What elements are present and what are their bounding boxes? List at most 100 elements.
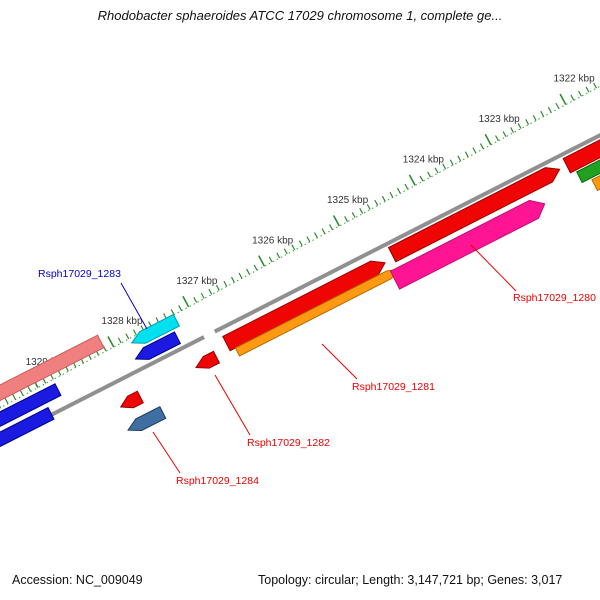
ruler-minor-tick xyxy=(396,187,401,194)
ruler-minor-tick xyxy=(449,159,454,166)
gene-magenta-long[interactable] xyxy=(389,195,549,290)
ruler-minor-tick xyxy=(359,208,364,214)
ruler-minor-tick xyxy=(200,292,205,299)
status-summary: Topology: circular; Length: 3,147,721 bp… xyxy=(258,573,563,587)
ruler-minor-tick xyxy=(555,102,560,109)
ruler-minor-tick xyxy=(427,171,432,178)
ruler-minor-tick xyxy=(27,385,32,392)
gene-red-long-2[interactable] xyxy=(387,162,564,263)
ruler-minor-tick xyxy=(283,248,288,255)
ruler-major-tick xyxy=(484,133,492,146)
ruler-minor-tick xyxy=(578,90,582,97)
page-title: Rhodobacter sphaeroides ATCC 17029 chrom… xyxy=(97,8,503,23)
ruler-minor-tick xyxy=(525,119,530,125)
ruler-minor-tick xyxy=(366,203,371,210)
ruler-minor-tick xyxy=(593,82,597,89)
ruler-minor-tick xyxy=(230,276,235,283)
gene-blue-b[interactable] xyxy=(0,406,55,453)
ruler-minor-tick xyxy=(321,228,326,235)
ruler-minor-tick xyxy=(389,191,394,198)
gene-label-leader xyxy=(152,431,181,474)
ruler-major-tick xyxy=(107,336,115,348)
gene-label-leader xyxy=(321,343,358,380)
ruler-minor-tick xyxy=(268,256,273,263)
ruler-minor-tick xyxy=(306,236,311,243)
ruler-minor-tick xyxy=(434,167,439,174)
gene-label-leader xyxy=(214,374,251,436)
ruler-major-tick xyxy=(332,215,341,227)
ruler-minor-tick xyxy=(253,264,258,271)
gene-steelblue[interactable] xyxy=(125,406,167,436)
gene-label-leader xyxy=(120,282,148,330)
ruler-minor-tick xyxy=(132,329,137,336)
ruler-minor-tick xyxy=(246,268,250,275)
ruler-minor-tick xyxy=(502,131,507,138)
ruler-minor-tick xyxy=(585,86,590,93)
gene-label[interactable]: Rsph17029_1284 xyxy=(176,475,259,487)
ruler-minor-tick xyxy=(208,288,213,295)
gene-cyan[interactable] xyxy=(129,313,181,348)
gene-label-leader xyxy=(470,244,517,292)
ruler-kbp-label: 1324 kbp xyxy=(403,155,445,166)
gene-red-small-a[interactable] xyxy=(118,390,144,413)
ruler-minor-tick xyxy=(19,390,24,396)
ruler-minor-tick xyxy=(298,240,303,247)
ruler-minor-tick xyxy=(495,135,499,142)
ruler-minor-tick xyxy=(178,305,183,311)
ruler-minor-tick xyxy=(517,123,522,129)
ruler-minor-tick xyxy=(419,175,424,182)
ruler-major-tick xyxy=(559,93,567,106)
ruler-minor-tick xyxy=(291,244,296,251)
ruler-kbp-label: 1328 kbp xyxy=(101,316,143,327)
gene-salmon[interactable] xyxy=(0,334,105,418)
ruler-minor-tick xyxy=(570,94,575,101)
ruler-kbp-label: 1326 kbp xyxy=(252,235,294,246)
gene-label[interactable]: Rsph17029_1281 xyxy=(352,381,435,393)
ruler-minor-tick xyxy=(170,309,175,315)
gene-red-long-1[interactable] xyxy=(222,256,389,352)
ruler-minor-tick xyxy=(374,199,379,206)
ruler-kbp-label: 1323 kbp xyxy=(479,114,521,125)
ruler-minor-tick xyxy=(42,377,47,384)
ruler-minor-tick xyxy=(479,143,484,150)
ruler-minor-tick xyxy=(125,333,130,340)
ruler-kbp-label: 1327 kbp xyxy=(176,276,218,287)
ruler-minor-tick xyxy=(442,163,447,170)
ruler-major-tick xyxy=(258,255,266,267)
backbone-segment xyxy=(213,116,600,334)
ruler-minor-tick xyxy=(404,183,409,190)
gene-label[interactable]: Rsph17029_1283 xyxy=(38,268,121,280)
ruler-minor-tick xyxy=(276,252,281,259)
ruler-minor-tick xyxy=(464,151,469,158)
gene-red-small-b[interactable] xyxy=(193,350,221,373)
ruler-dotted-arc xyxy=(0,76,600,414)
ruler-minor-tick xyxy=(532,114,537,121)
ruler-major-tick xyxy=(182,295,190,308)
gene-blue-a[interactable] xyxy=(0,383,62,436)
ruler-minor-tick xyxy=(547,106,552,113)
gene-green-edge[interactable] xyxy=(575,135,600,184)
ruler-minor-tick xyxy=(12,394,17,400)
ruler-minor-tick xyxy=(344,216,349,222)
gene-blue-c[interactable] xyxy=(133,331,182,365)
ruler-minor-tick xyxy=(313,232,318,239)
ruler-minor-tick xyxy=(4,398,9,404)
gene-orange-edge[interactable] xyxy=(591,147,600,192)
gene-label[interactable]: Rsph17029_1282 xyxy=(247,437,330,449)
ruler-minor-tick xyxy=(540,110,545,117)
ruler-minor-tick xyxy=(351,212,356,218)
ruler-minor-tick xyxy=(381,195,386,202)
ruler-minor-tick xyxy=(193,296,198,303)
status-bar xyxy=(0,566,600,600)
ruler-kbp-label: 1325 kbp xyxy=(327,195,369,206)
chromosome-track[interactable] xyxy=(0,72,600,499)
ruler-minor-tick xyxy=(238,272,243,279)
ruler-kbp-label: 1322 kbp xyxy=(554,74,596,85)
gene-label[interactable]: Rsph17029_1280 xyxy=(513,292,596,304)
gene-red-edge[interactable] xyxy=(562,119,600,174)
ruler-minor-tick xyxy=(472,147,477,154)
ruler-minor-tick xyxy=(510,127,515,133)
ruler-minor-tick xyxy=(117,337,122,344)
